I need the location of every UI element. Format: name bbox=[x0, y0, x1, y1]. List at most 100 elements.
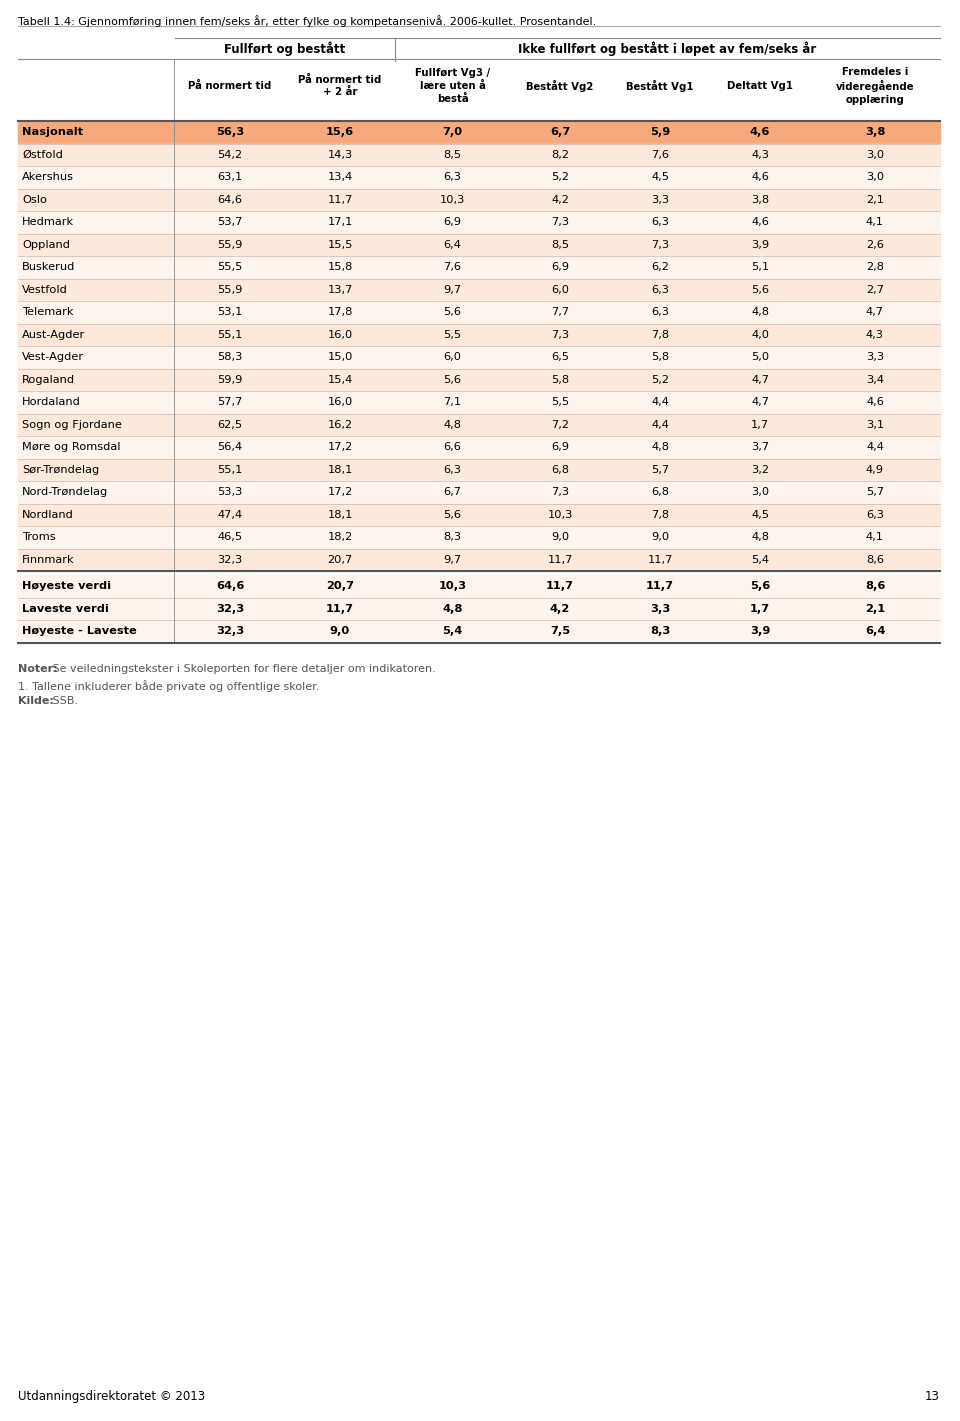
Text: Vestfold: Vestfold bbox=[22, 284, 68, 294]
Text: 18,1: 18,1 bbox=[327, 510, 352, 520]
Text: 6,0: 6,0 bbox=[444, 352, 462, 362]
Text: 6,3: 6,3 bbox=[651, 217, 669, 227]
Text: 17,1: 17,1 bbox=[327, 217, 352, 227]
Text: 11,7: 11,7 bbox=[547, 554, 573, 564]
Text: 17,2: 17,2 bbox=[327, 442, 352, 452]
Text: 58,3: 58,3 bbox=[217, 352, 243, 362]
Text: 5,0: 5,0 bbox=[751, 352, 769, 362]
Text: 2,1: 2,1 bbox=[866, 195, 884, 205]
Text: 13,4: 13,4 bbox=[327, 172, 352, 182]
Text: Se veiledningstekster i Skoleporten for flere detaljer om indikatoren.: Se veiledningstekster i Skoleporten for … bbox=[49, 665, 436, 675]
Text: Telemark: Telemark bbox=[22, 307, 74, 317]
Text: Nord-Trøndelag: Nord-Trøndelag bbox=[22, 487, 108, 497]
Text: 7,3: 7,3 bbox=[551, 217, 569, 227]
Text: På normert tid
+ 2 år: På normert tid + 2 år bbox=[299, 75, 382, 97]
Text: Fullført og bestått: Fullført og bestått bbox=[225, 41, 346, 55]
Text: 5,5: 5,5 bbox=[444, 330, 462, 340]
Text: 55,1: 55,1 bbox=[217, 465, 243, 475]
Text: 6,3: 6,3 bbox=[651, 284, 669, 294]
Text: 1,7: 1,7 bbox=[750, 604, 770, 614]
Text: Bestått Vg1: Bestått Vg1 bbox=[626, 80, 694, 92]
Text: 1. Tallene inkluderer både private og offentlige skoler.: 1. Tallene inkluderer både private og of… bbox=[18, 681, 320, 692]
Bar bbox=[18, 368, 940, 391]
Text: 18,1: 18,1 bbox=[327, 465, 352, 475]
Text: 4,2: 4,2 bbox=[550, 604, 570, 614]
Text: 7,7: 7,7 bbox=[551, 307, 569, 317]
Text: 8,5: 8,5 bbox=[444, 149, 462, 159]
Text: 8,3: 8,3 bbox=[650, 627, 670, 637]
Bar bbox=[18, 189, 940, 210]
Bar bbox=[18, 324, 940, 345]
Text: 2,7: 2,7 bbox=[866, 284, 884, 294]
Text: 56,3: 56,3 bbox=[216, 128, 244, 138]
Text: Utdanningsdirektoratet © 2013: Utdanningsdirektoratet © 2013 bbox=[18, 1390, 205, 1403]
Text: 8,6: 8,6 bbox=[865, 581, 885, 591]
Bar bbox=[18, 279, 940, 301]
Text: 4,7: 4,7 bbox=[751, 375, 769, 385]
Text: Hordaland: Hordaland bbox=[22, 398, 81, 408]
Text: 4,8: 4,8 bbox=[651, 442, 669, 452]
Text: 13,7: 13,7 bbox=[327, 284, 352, 294]
Text: Deltatt Vg1: Deltatt Vg1 bbox=[727, 81, 793, 91]
Text: Høyeste - Laveste: Høyeste - Laveste bbox=[22, 627, 136, 637]
Text: 10,3: 10,3 bbox=[440, 195, 466, 205]
Text: Aust-Agder: Aust-Agder bbox=[22, 330, 85, 340]
Text: 46,5: 46,5 bbox=[217, 533, 243, 543]
Text: 6,7: 6,7 bbox=[550, 128, 570, 138]
Text: 5,5: 5,5 bbox=[551, 398, 569, 408]
Text: 4,6: 4,6 bbox=[751, 172, 769, 182]
Text: Akershus: Akershus bbox=[22, 172, 74, 182]
Text: 16,0: 16,0 bbox=[327, 398, 352, 408]
Text: 3,0: 3,0 bbox=[866, 149, 884, 159]
Text: 3,3: 3,3 bbox=[650, 604, 670, 614]
Text: 9,7: 9,7 bbox=[444, 554, 462, 564]
Text: 6,3: 6,3 bbox=[444, 172, 462, 182]
Text: 11,7: 11,7 bbox=[646, 581, 674, 591]
Text: 4,3: 4,3 bbox=[751, 149, 769, 159]
Text: 9,0: 9,0 bbox=[330, 627, 350, 637]
Text: SSB.: SSB. bbox=[49, 696, 78, 706]
Text: 32,3: 32,3 bbox=[216, 627, 244, 637]
Text: 7,6: 7,6 bbox=[651, 149, 669, 159]
Text: 5,6: 5,6 bbox=[444, 375, 462, 385]
Text: Hedmark: Hedmark bbox=[22, 217, 74, 227]
Text: 3,3: 3,3 bbox=[651, 195, 669, 205]
Text: 4,3: 4,3 bbox=[866, 330, 884, 340]
Text: 3,0: 3,0 bbox=[751, 487, 769, 497]
Text: 63,1: 63,1 bbox=[217, 172, 243, 182]
Text: 4,4: 4,4 bbox=[866, 442, 884, 452]
Text: Buskerud: Buskerud bbox=[22, 263, 76, 273]
Bar bbox=[18, 301, 940, 324]
Text: 5,4: 5,4 bbox=[443, 627, 463, 637]
Text: 6,2: 6,2 bbox=[651, 263, 669, 273]
Text: Nasjonalt: Nasjonalt bbox=[22, 128, 84, 138]
Text: 47,4: 47,4 bbox=[217, 510, 243, 520]
Text: Kilde:: Kilde: bbox=[18, 696, 54, 706]
Text: 5,6: 5,6 bbox=[444, 307, 462, 317]
Text: 11,7: 11,7 bbox=[647, 554, 673, 564]
Text: Møre og Romsdal: Møre og Romsdal bbox=[22, 442, 121, 452]
Text: 1,7: 1,7 bbox=[751, 419, 769, 429]
Bar bbox=[18, 480, 940, 503]
Text: 4,7: 4,7 bbox=[866, 307, 884, 317]
Text: Troms: Troms bbox=[22, 533, 56, 543]
Text: 8,6: 8,6 bbox=[866, 554, 884, 564]
Bar bbox=[18, 210, 940, 233]
Text: 9,7: 9,7 bbox=[444, 284, 462, 294]
Text: 3,3: 3,3 bbox=[866, 352, 884, 362]
Text: 55,9: 55,9 bbox=[217, 284, 243, 294]
Text: 4,4: 4,4 bbox=[651, 419, 669, 429]
Text: 6,9: 6,9 bbox=[444, 217, 462, 227]
Text: 3,2: 3,2 bbox=[751, 465, 769, 475]
Text: 55,1: 55,1 bbox=[217, 330, 243, 340]
Text: 5,4: 5,4 bbox=[751, 554, 769, 564]
Text: 4,8: 4,8 bbox=[444, 419, 462, 429]
Text: Oppland: Oppland bbox=[22, 240, 70, 250]
Text: Noter:: Noter: bbox=[18, 665, 58, 675]
Text: Bestått Vg2: Bestått Vg2 bbox=[526, 80, 593, 92]
Text: 3,9: 3,9 bbox=[751, 240, 769, 250]
Text: 6,8: 6,8 bbox=[551, 465, 569, 475]
Bar bbox=[18, 620, 940, 642]
Text: 7,1: 7,1 bbox=[444, 398, 462, 408]
Text: 6,3: 6,3 bbox=[866, 510, 884, 520]
